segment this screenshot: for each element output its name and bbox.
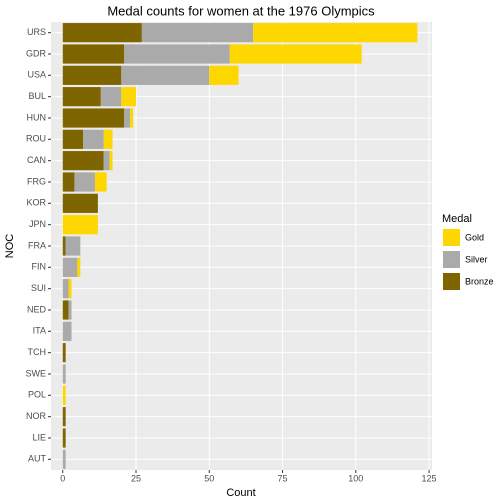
- bar: [130, 108, 134, 128]
- x-axis-label: Count: [226, 487, 255, 499]
- legend-label: Silver: [465, 254, 488, 264]
- bar: [77, 257, 81, 277]
- bar: [109, 151, 113, 171]
- y-tick-label: KOR: [26, 198, 46, 208]
- y-tick-label: NED: [27, 304, 47, 314]
- bar: [65, 236, 81, 256]
- bar: [62, 428, 66, 448]
- bar: [62, 108, 125, 128]
- bar: [121, 87, 136, 107]
- y-tick-label: URS: [27, 27, 46, 37]
- bar: [62, 407, 66, 427]
- bar: [83, 129, 104, 149]
- bar: [62, 364, 66, 384]
- bar: [62, 257, 78, 277]
- bar: [229, 44, 362, 64]
- bar: [62, 236, 66, 256]
- y-tick-label: ROU: [26, 134, 46, 144]
- bar: [124, 108, 131, 128]
- x-tick-label: 100: [348, 473, 363, 483]
- y-tick-label: FRA: [28, 240, 46, 250]
- bar: [68, 279, 72, 299]
- y-tick-label: LIE: [32, 432, 46, 442]
- y-tick-label: FIN: [32, 262, 47, 272]
- legend-swatch: [443, 251, 460, 268]
- y-tick-label: SUI: [31, 283, 46, 293]
- bar: [100, 87, 122, 107]
- y-tick-label: HUN: [27, 112, 47, 122]
- bar: [121, 65, 210, 85]
- bar: [124, 44, 230, 64]
- y-tick-label: CAN: [27, 155, 46, 165]
- x-tick-label: 50: [204, 473, 214, 483]
- y-tick-label: FRG: [27, 176, 46, 186]
- bar: [74, 172, 95, 192]
- bar: [62, 193, 98, 213]
- bar: [62, 151, 104, 171]
- bar: [62, 279, 69, 299]
- bar: [62, 215, 98, 235]
- legend-label: Gold: [465, 232, 484, 242]
- y-tick-label: GDR: [26, 48, 47, 58]
- y-tick-label: SWE: [25, 368, 46, 378]
- bar: [103, 151, 110, 171]
- legend-label: Bronze: [465, 276, 494, 286]
- x-tick-label: 125: [422, 473, 437, 483]
- y-tick-label: ITA: [33, 326, 46, 336]
- y-tick-label: JPN: [29, 219, 46, 229]
- bar: [62, 65, 122, 85]
- bar: [94, 172, 107, 192]
- y-tick-label: TCH: [28, 347, 47, 357]
- bar: [253, 23, 418, 43]
- bar: [62, 385, 66, 405]
- y-tick-label: USA: [27, 70, 46, 80]
- bar: [141, 23, 254, 43]
- y-tick-label: AUT: [28, 454, 47, 464]
- y-tick-label: BUL: [28, 91, 46, 101]
- bar: [62, 321, 72, 341]
- x-tick-label: 0: [60, 473, 65, 483]
- x-tick-label: 75: [278, 473, 288, 483]
- y-axis-label: NOC: [4, 234, 16, 259]
- bar: [62, 129, 84, 149]
- legend-swatch: [443, 229, 460, 246]
- bar: [62, 300, 69, 320]
- legend-swatch: [443, 273, 460, 290]
- bar: [62, 343, 66, 363]
- bar: [62, 23, 142, 43]
- bar: [62, 44, 125, 64]
- y-tick-label: NOR: [26, 411, 47, 421]
- bar: [209, 65, 239, 85]
- bar: [62, 87, 101, 107]
- y-tick-label: POL: [28, 390, 46, 400]
- legend-title: Medal: [442, 213, 472, 225]
- bar: [62, 172, 75, 192]
- x-tick-label: 25: [131, 473, 141, 483]
- chart-title: Medal counts for women at the 1976 Olymp…: [107, 3, 375, 18]
- bar: [103, 129, 113, 149]
- bar: [62, 449, 66, 469]
- bar: [68, 300, 72, 320]
